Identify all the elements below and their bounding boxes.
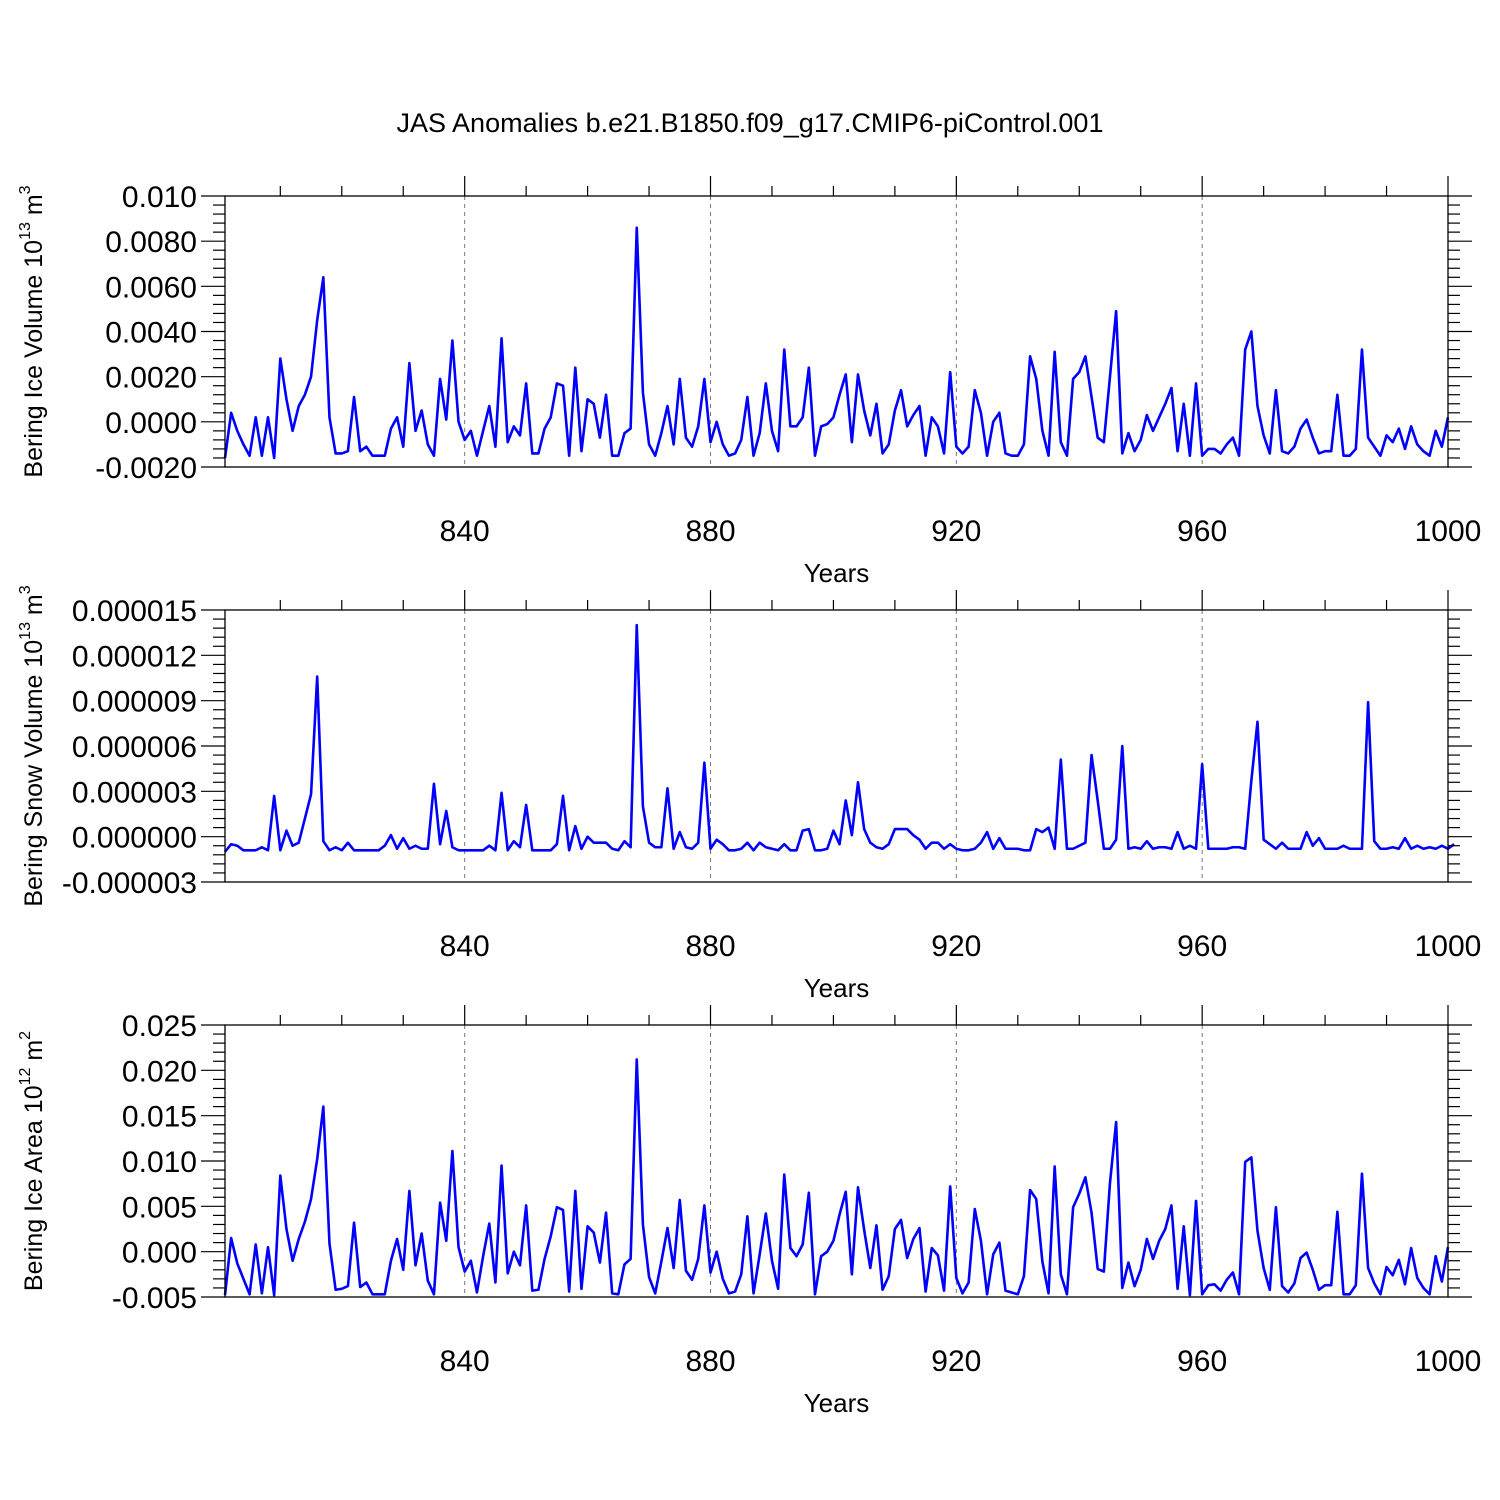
series-line (223, 1058, 1450, 1297)
x-tick-label: 880 (685, 1345, 735, 1378)
x-tick-label: 960 (1177, 1345, 1227, 1378)
x-tick-label: 1000 (1415, 930, 1482, 963)
panel-2: -0.000003 0.000000 0.000003 0.000006 0.00000… (17, 585, 1481, 1003)
y-tick-label: 0.010 (122, 181, 197, 214)
y-tick-label: 0.000000 (72, 822, 197, 855)
x-axis-label: Years (804, 1388, 870, 1418)
x-axis-label: Years (804, 558, 870, 588)
x-axis-label: Years (804, 973, 870, 1003)
y-tick-label: 0.000003 (72, 776, 197, 809)
y-tick-label: -0.000003 (62, 867, 197, 900)
y-tick-label: 0.000009 (72, 686, 197, 719)
y-tick-label: 0.0040 (105, 317, 197, 350)
y-tick-label: 0.0000 (105, 407, 197, 440)
y-tick-label: 0.010 (122, 1146, 197, 1179)
y-tick-label: 0.025 (122, 1010, 197, 1043)
x-tick-label: 920 (931, 515, 981, 548)
x-tick-label: 920 (931, 1345, 981, 1378)
panels: -0.0020 0.0000 0.0020 0.0040 0.0060 0.0080 0.0… (17, 176, 1481, 1418)
y-tick-label: -0.0020 (95, 452, 197, 485)
y-tick-label: 0.000015 (72, 595, 197, 628)
x-tick-label: 960 (1177, 930, 1227, 963)
panel-1: -0.0020 0.0000 0.0020 0.0040 0.0060 0.0080 0.0… (17, 176, 1481, 588)
y-tick-label: 0.000 (122, 1237, 197, 1270)
series-line (223, 623, 1455, 853)
y-tick-label: 0.0060 (105, 271, 197, 304)
x-tick-label: 1000 (1415, 1345, 1482, 1378)
x-tick-label: 880 (685, 930, 735, 963)
plot-frame (224, 195, 1449, 468)
y-axis-label: Bering Ice Area 1012 m2 (17, 1031, 48, 1291)
plot-frame (224, 1024, 1449, 1298)
y-tick-label: 0.0020 (105, 362, 197, 395)
x-tick-label: 960 (1177, 515, 1227, 548)
y-tick-label: 0.005 (122, 1191, 197, 1224)
y-tick-label: 0.0080 (105, 226, 197, 259)
series-line (223, 226, 1450, 460)
x-tick-label: 920 (931, 930, 981, 963)
figure-title: JAS Anomalies b.e21.B1850.f09_g17.CMIP6-… (397, 108, 1104, 138)
y-axis-label: Bering Snow Volume 1013 m3 (17, 585, 48, 906)
y-tick-label: 0.015 (122, 1101, 197, 1134)
y-tick-label: -0.005 (112, 1282, 197, 1315)
y-tick-label: 0.020 (122, 1055, 197, 1088)
y-tick-label: 0.000006 (72, 731, 197, 764)
x-tick-label: 840 (440, 930, 490, 963)
y-tick-label: 0.000012 (72, 640, 197, 673)
x-tick-label: 840 (440, 1345, 490, 1378)
y-axis-label: Bering Ice Volume 1013 m3 (17, 185, 48, 477)
x-tick-label: 1000 (1415, 515, 1482, 548)
panel-3: -0.005 0.000 0.005 0.010 0.015 0.020 0.025 840 8… (17, 1005, 1481, 1418)
x-tick-label: 880 (685, 515, 735, 548)
x-tick-label: 840 (440, 515, 490, 548)
